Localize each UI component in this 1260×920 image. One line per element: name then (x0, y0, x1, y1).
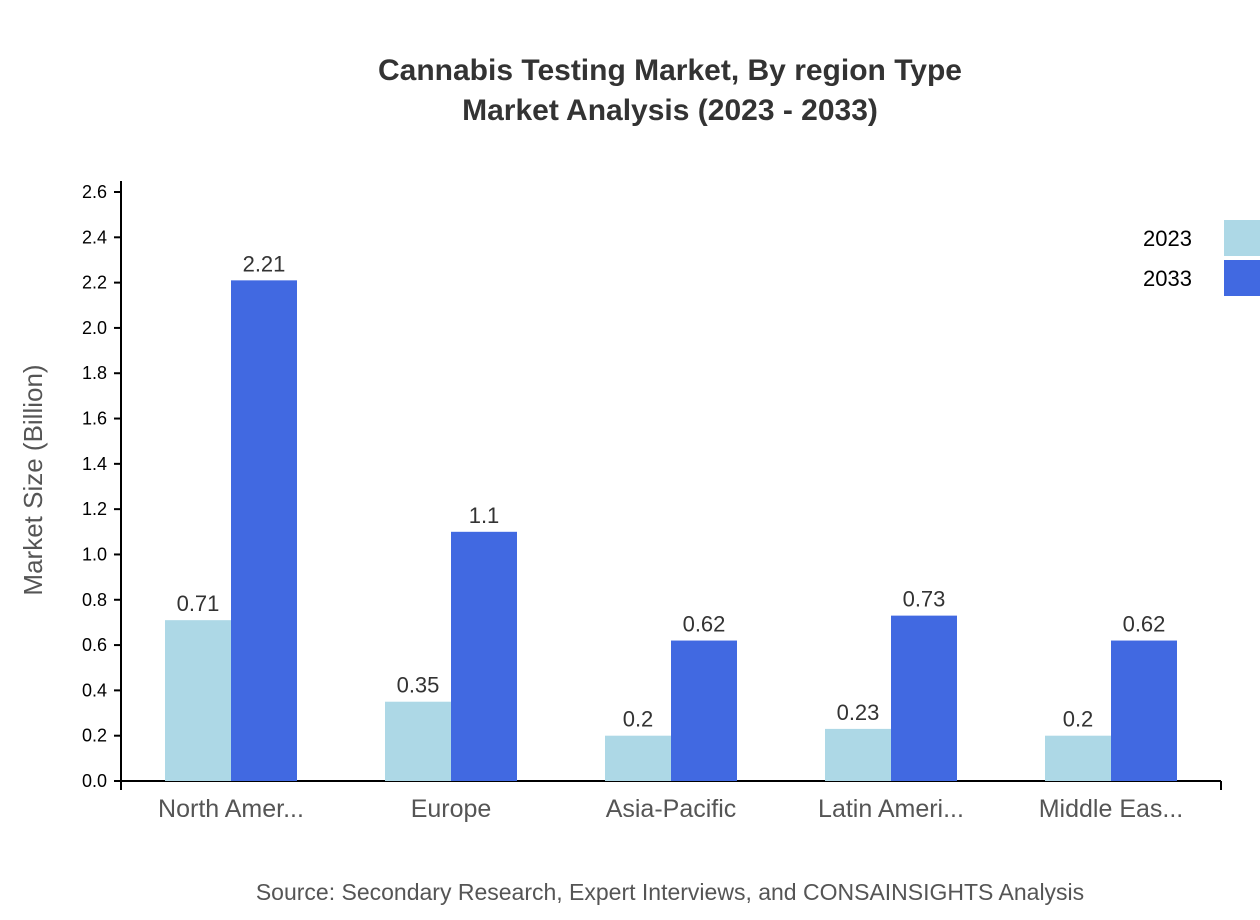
bar-value-label: 0.23 (837, 700, 880, 725)
bar-2023 (605, 735, 671, 781)
x-tick-label: Latin Ameri... (818, 795, 964, 823)
y-tick-label: 0.2 (82, 726, 107, 746)
chart-title: Cannabis Testing Market, By region Type (378, 54, 962, 87)
y-tick-label: 0.0 (82, 771, 107, 791)
y-tick-label: 2.0 (82, 318, 107, 338)
x-tick-label: Middle Eas... (1039, 795, 1184, 823)
bar-value-label: 0.2 (1063, 707, 1094, 732)
legend-swatch-2023 (1224, 220, 1260, 256)
y-tick-label: 2.4 (82, 227, 107, 247)
bar-value-label: 0.35 (397, 673, 440, 698)
y-tick-label: 0.6 (82, 635, 107, 655)
x-tick-label: Europe (411, 795, 492, 823)
legend-swatch-2033 (1224, 260, 1260, 296)
y-axis-label: Market Size (Billion) (18, 364, 48, 595)
y-tick-label: 1.0 (82, 544, 107, 564)
bar-value-label: 0.2 (623, 707, 654, 732)
y-tick-label: 0.4 (82, 680, 107, 700)
y-tick-label: 0.8 (82, 590, 107, 610)
bar-2033 (671, 640, 737, 781)
legend-label: 2033 (1143, 266, 1192, 291)
x-tick-label: Asia-Pacific (606, 795, 737, 823)
bar-2023 (1045, 735, 1111, 781)
bar-2033 (231, 280, 297, 781)
bar-2023 (385, 701, 451, 781)
bar-2033 (451, 531, 517, 781)
y-tick-label: 2.6 (82, 182, 107, 202)
chart-subtitle: Market Analysis (2023 - 2033) (462, 94, 878, 127)
legend-label: 2023 (1143, 226, 1192, 251)
bar-value-label: 0.62 (1123, 612, 1166, 637)
source-note: Source: Secondary Research, Expert Inter… (256, 879, 1084, 905)
bar-value-label: 1.1 (469, 503, 500, 528)
bar-value-label: 2.21 (243, 251, 286, 276)
bar-value-label: 0.73 (903, 587, 946, 612)
y-tick-label: 1.2 (82, 499, 107, 519)
bar-2023 (165, 620, 231, 781)
y-tick-label: 1.8 (82, 363, 107, 383)
bar-value-label: 0.71 (177, 591, 220, 616)
bar-2033 (891, 615, 957, 781)
y-tick-label: 1.6 (82, 409, 107, 429)
y-tick-label: 2.2 (82, 273, 107, 293)
bar-2033 (1111, 640, 1177, 781)
y-tick-label: 1.4 (82, 454, 107, 474)
bar-value-label: 0.62 (683, 612, 726, 637)
bar-2023 (825, 728, 891, 781)
x-tick-label: North Amer... (158, 795, 304, 823)
